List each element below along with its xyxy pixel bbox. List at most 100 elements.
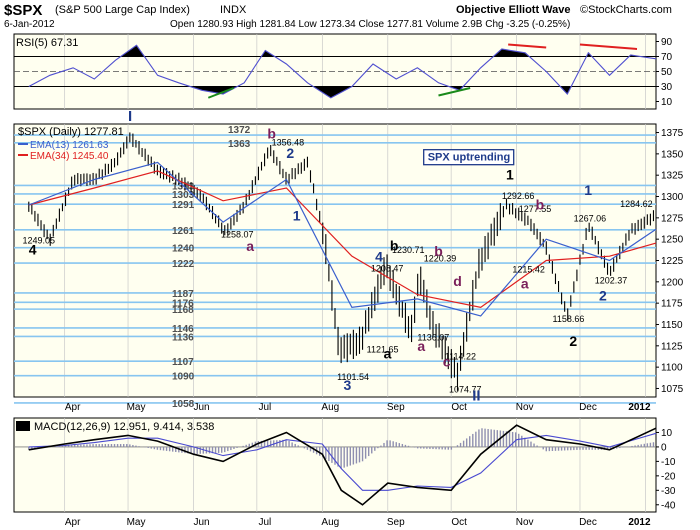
macd-histogram-bar [227, 446, 229, 452]
macd-histogram-bar [527, 439, 529, 447]
macd-histogram-bar [61, 445, 64, 447]
macd-histogram-bar [496, 430, 498, 447]
wave-label: a [417, 338, 425, 354]
macd-histogram-bar [187, 446, 189, 454]
price-annotation: 1284.62 [620, 199, 653, 209]
symbol-description: (S&P 500 Large Cap Index) [55, 4, 190, 16]
wave-label: 4 [29, 242, 37, 258]
macd-histogram-bar [208, 446, 211, 454]
level-label: 1187 [172, 289, 194, 300]
macd-histogram-bar [126, 444, 128, 447]
macd-histogram-bar [423, 446, 425, 449]
macd-histogram-bar [346, 446, 348, 467]
level-label: 1313 [172, 181, 195, 192]
price-x-tick-label: Jun [193, 402, 209, 413]
price-tick-label: 1150 [661, 320, 683, 331]
level-label: 1168 [172, 305, 194, 316]
price-tick-label: 1275 [661, 213, 684, 224]
symbol-title: $SPX [4, 2, 43, 19]
macd-histogram-bar [31, 446, 33, 450]
rsi-wave-label: I [128, 108, 132, 125]
macd-histogram-bar [481, 428, 483, 447]
copyright: ©StockCharts.com [580, 4, 672, 16]
macd-histogram-bar [652, 442, 655, 447]
macd-histogram-bar [294, 443, 296, 447]
macd-histogram-bar [285, 439, 287, 447]
macd-histogram-bar [245, 444, 247, 447]
rsi-tick-label: 70 [661, 52, 673, 63]
macd-tick-label: -10 [661, 457, 676, 468]
macd-histogram-bar [193, 446, 195, 455]
price-x-tick-label: Aug [321, 402, 339, 413]
macd-histogram-bar [606, 446, 609, 450]
rsi-tick-label: 10 [661, 97, 673, 108]
macd-histogram-bar [233, 446, 235, 449]
level-label: 1176 [172, 298, 194, 309]
macd-histogram-bar [251, 442, 254, 447]
macd-histogram-bar [511, 431, 514, 447]
macd-histogram-bar [184, 446, 186, 454]
price-annotation: 1267.06 [574, 213, 607, 223]
price-x-tick-label: Jul [258, 402, 271, 413]
wave-label: b [536, 196, 545, 212]
macd-histogram-bar [269, 440, 272, 447]
macd-histogram-bar [420, 446, 422, 449]
macd-histogram-bar [548, 446, 551, 452]
macd-histogram-bar [361, 446, 364, 462]
macd-histogram-bar [279, 440, 281, 447]
wave-label: d [453, 273, 462, 289]
macd-histogram-bar [175, 446, 177, 453]
macd-histogram-bar [70, 445, 73, 447]
wave-label: II [472, 387, 480, 404]
price-annotation: 1356.48 [272, 137, 305, 147]
price-tick-label: 1225 [661, 256, 684, 267]
macd-histogram-bar [484, 428, 486, 447]
macd-histogram-bar [334, 446, 336, 465]
macd-histogram-bar [450, 446, 453, 450]
macd-histogram-bar [530, 441, 532, 447]
macd-histogram-bar [129, 444, 131, 447]
macd-title: MACD(12,26,9) 12.951, 9.414, 3.538 [34, 421, 214, 433]
macd-histogram-bar [475, 431, 477, 447]
macd-histogram-bar [98, 444, 100, 447]
macd-histogram-bar [478, 429, 480, 447]
macd-histogram-bar [92, 444, 94, 447]
rsi-divergence-line [508, 43, 547, 49]
price-x-tick-label: Nov [516, 402, 534, 413]
macd-legend-swatch [16, 421, 30, 431]
macd-histogram-bar [74, 444, 76, 447]
macd-histogram-bar [358, 446, 361, 463]
wave-label: 2 [286, 145, 294, 161]
macd-histogram-bar [551, 446, 554, 451]
macd-histogram-bar [398, 443, 401, 447]
macd-histogram-bar [487, 429, 489, 447]
price-x-tick-label: Sep [387, 402, 405, 413]
macd-histogram-bar [230, 446, 232, 451]
macd-histogram-bar [640, 444, 642, 447]
macd-histogram-bar [649, 442, 652, 447]
macd-histogram-bar [110, 444, 113, 447]
macd-histogram-bar [260, 440, 263, 447]
ema13-line [28, 161, 657, 317]
macd-tick-label: -30 [661, 486, 676, 497]
macd-histogram-bar [119, 444, 122, 447]
macd-histogram-bar [432, 446, 434, 450]
wave-label: b [390, 237, 399, 253]
macd-histogram-bar [349, 446, 352, 466]
rsi-divergence-line [579, 43, 638, 50]
macd-histogram-bar [309, 446, 312, 452]
macd-histogram-bar [371, 446, 373, 454]
macd-histogram-bar [367, 446, 370, 457]
macd-x-tick-label: Apr [65, 517, 81, 528]
macd-histogram-bar [447, 446, 450, 450]
macd-histogram-bar [325, 446, 327, 460]
exchange-label: INDX [220, 4, 247, 16]
macd-histogram-bar [444, 446, 446, 450]
macd-histogram-bar [533, 443, 535, 447]
price-tick-label: 1250 [661, 235, 684, 246]
macd-histogram-bar [101, 444, 103, 447]
macd-histogram-bar [576, 446, 578, 450]
macd-histogram-bar [322, 446, 324, 458]
level-label: 1363 [228, 139, 251, 150]
wave-label: 1 [584, 182, 592, 198]
